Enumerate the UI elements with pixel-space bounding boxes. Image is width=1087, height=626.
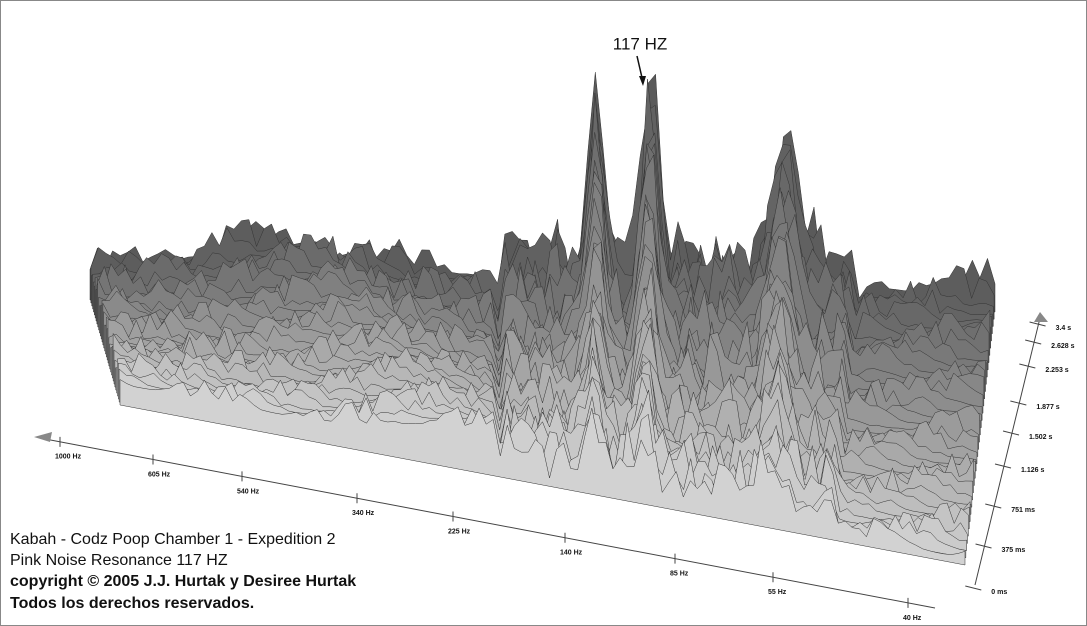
tick-mark [1025,339,1042,345]
frequency-label: 340 Hz [352,510,375,517]
frequency-label: 225 Hz [448,528,471,535]
time-label: 1.877 s [1036,404,1059,411]
tick-mark [1010,400,1027,406]
time-label: 1.502 s [1029,434,1052,441]
caption-line: Kabah - Codz Poop Chamber 1 - Expedition… [10,531,336,548]
tick-mark [1029,321,1046,327]
frequency-label: 605 Hz [148,471,171,478]
time-label: 0 ms [991,589,1007,596]
tick-mark [994,463,1012,469]
frequency-label: 55 Hz [768,589,787,596]
surface [89,72,996,566]
time-label: 751 ms [1011,507,1035,514]
caption-line: Pink Noise Resonance 117 HZ [10,552,228,569]
time-label: 2.253 s [1045,367,1068,374]
axis-arrow [1034,312,1048,322]
annotation-arrowhead [639,76,646,86]
frequency-label: 1000 Hz [55,454,82,461]
tick-mark [1002,430,1020,436]
tick-mark [975,543,992,549]
frequency-label: 85 Hz [670,571,689,578]
axis-arrow [34,432,52,442]
time-label: 375 ms [1002,547,1026,554]
caption-line: copyright © 2005 J.J. Hurtak y Desiree H… [10,573,356,590]
peak-annotation: 117 HZ [613,34,668,53]
frequency-label: 40 Hz [903,615,922,622]
tick-mark [965,585,982,591]
time-label: 1.126 s [1021,467,1044,474]
frequency-axis [39,437,936,609]
tick-mark [985,503,1002,509]
time-label: 2.628 s [1051,343,1074,350]
surface-slice [119,379,966,566]
caption-line: Todos los derechos reservados. [10,595,254,612]
time-axis [974,317,1041,586]
tick-mark [1019,363,1036,369]
frequency-label: 540 Hz [237,488,260,495]
frequency-label: 140 Hz [560,550,583,557]
time-label: 3.4 s [1056,325,1072,332]
